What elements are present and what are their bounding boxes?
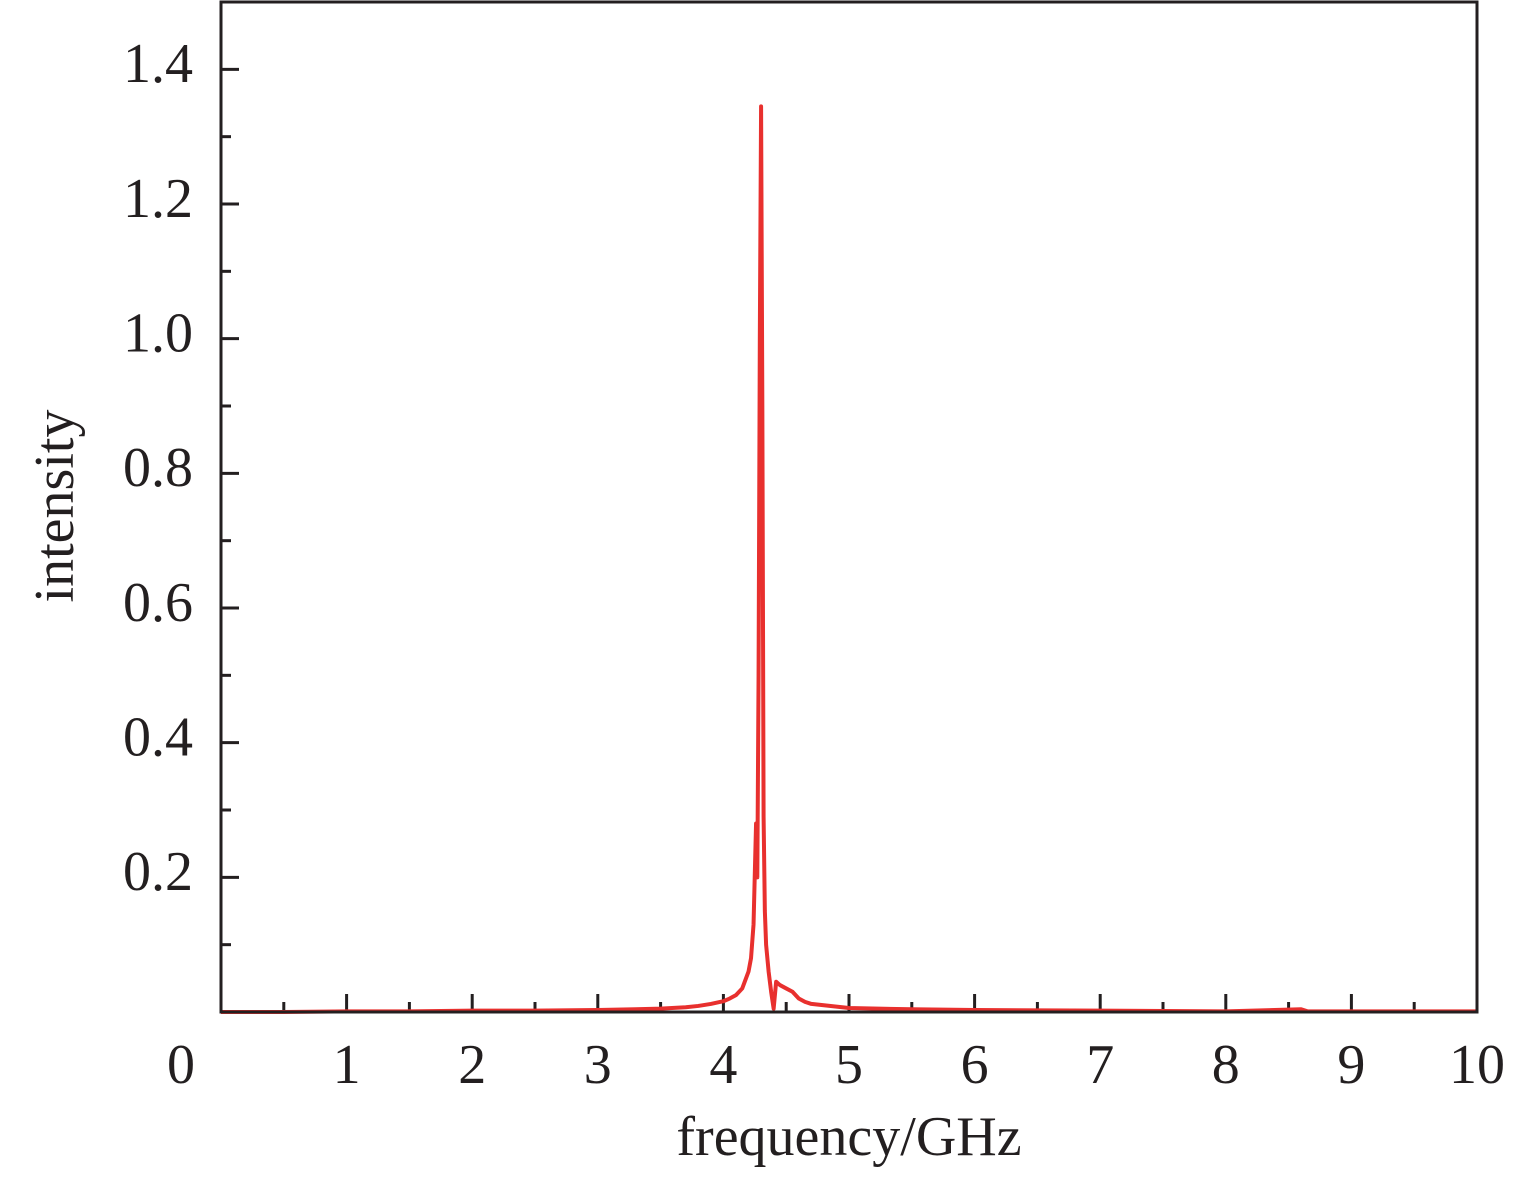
x-tick-label: 10 xyxy=(1449,1034,1505,1096)
x-tick-label: 3 xyxy=(584,1034,612,1096)
y-tick-label: 1.2 xyxy=(123,168,193,230)
x-tick-label: 5 xyxy=(835,1034,863,1096)
x-tick-label: 1 xyxy=(333,1034,361,1096)
x-tick-label: 7 xyxy=(1086,1034,1114,1096)
y-tick-label: 1.4 xyxy=(123,33,193,95)
x-axis-label: frequency/GHz xyxy=(676,1106,1021,1168)
y-tick-label: 1.0 xyxy=(123,303,193,365)
y-tick-label: 0.2 xyxy=(123,841,193,903)
y-tick-label: 0.8 xyxy=(123,437,193,499)
y-axis-label: intensity xyxy=(24,410,86,603)
x-tick-label: 6 xyxy=(961,1034,989,1096)
y-tick-label: 0.6 xyxy=(123,572,193,634)
x-tick-label: 2 xyxy=(458,1034,486,1096)
x-tick-label: 8 xyxy=(1212,1034,1240,1096)
line-series xyxy=(221,104,1477,1014)
x-tick-label: 0 xyxy=(167,1034,195,1096)
y-tick-label: 0.4 xyxy=(123,707,193,769)
x-tick-label: 9 xyxy=(1337,1034,1365,1096)
x-tick-label: 4 xyxy=(709,1034,737,1096)
plot-frame xyxy=(219,0,1479,1014)
